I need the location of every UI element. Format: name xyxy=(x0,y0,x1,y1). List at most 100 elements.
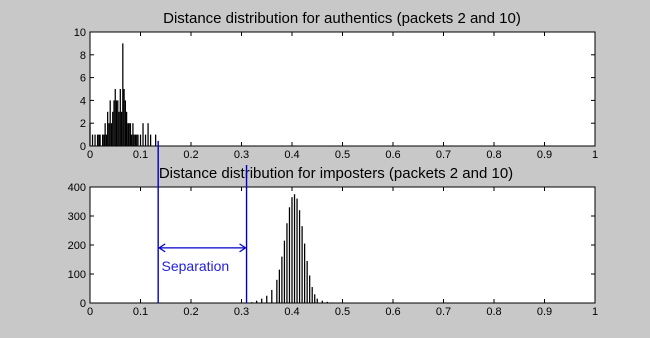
authentics-x-tick-label: 1 xyxy=(592,149,598,161)
authentics-bars xyxy=(89,43,157,146)
authentics-bar xyxy=(114,89,116,146)
authentics-bar xyxy=(125,111,128,146)
authentics-bar xyxy=(133,134,135,146)
authentics-bar xyxy=(115,100,118,146)
imposters-bar xyxy=(288,207,291,303)
imposters-bar xyxy=(256,300,258,303)
authentics-y-tick-label: 2 xyxy=(80,118,86,130)
authentics-bar xyxy=(96,134,99,146)
authentics-bar xyxy=(101,134,104,146)
imposters-bar xyxy=(326,301,328,303)
authentics-bar xyxy=(129,123,132,146)
imposters-x-tick-label: 0.6 xyxy=(385,306,400,318)
authentics-x-tick-label: 0 xyxy=(87,149,93,161)
imposters-bar xyxy=(309,275,311,303)
authentics-y-tick-label: 8 xyxy=(80,50,86,62)
imposters-bar xyxy=(271,289,273,303)
imposters-bar xyxy=(331,302,334,303)
imposters-x-tick-label: 0.9 xyxy=(537,306,552,318)
authentics-bar xyxy=(147,123,149,146)
authentics-x-tick-label: 0.3 xyxy=(234,149,249,161)
imposters-x-tick-label: 0.8 xyxy=(486,306,501,318)
imposters-bar xyxy=(316,298,318,303)
authentics-bar xyxy=(94,134,96,146)
authentics-bar xyxy=(131,134,133,146)
authentics-y-tick-label: 6 xyxy=(80,73,86,85)
separation-annotation: Separation xyxy=(157,140,248,303)
imposters-bar xyxy=(311,287,313,303)
authentics-bar xyxy=(124,100,126,146)
imposters-x-tick-label: 0.7 xyxy=(436,306,451,318)
authentics-y-tick-label: 10 xyxy=(74,27,86,39)
imposters-bar xyxy=(306,260,308,303)
authentics-bar xyxy=(117,100,119,146)
authentics-bar xyxy=(134,134,137,146)
authentics-bar xyxy=(144,134,147,146)
imposters-x-tick-label: 0.5 xyxy=(335,306,350,318)
separation-arrowhead-left xyxy=(158,243,166,253)
authentics-x-tick-label: 0.2 xyxy=(183,149,198,161)
authentics-axes-background xyxy=(89,31,596,147)
authentics-x-tick-label: 0.9 xyxy=(537,149,552,161)
imposters-x-tick-label: 0 xyxy=(87,306,93,318)
authentics-bar xyxy=(136,134,138,146)
imposters-x-tick-label: 0.2 xyxy=(183,306,198,318)
authentics-panel: Distance distribution for authentics (pa… xyxy=(74,10,598,161)
imposters-axes-background xyxy=(89,186,596,304)
imposters-bar xyxy=(261,298,263,303)
authentics-bar xyxy=(142,123,144,146)
authentics-x-ticks: 0 0.1 0.2 0.3 0.4 0.5 0.6 0.7 0.8 0.9 1 xyxy=(87,32,598,161)
imposters-bar xyxy=(266,295,268,303)
imposters-x-tick-label: 0.1 xyxy=(133,306,148,318)
authentics-bar xyxy=(105,134,108,146)
imposters-bar xyxy=(296,198,298,303)
imposters-bar xyxy=(314,294,316,303)
imposters-bar xyxy=(293,194,296,303)
authentics-y-tick-label: 0 xyxy=(80,141,86,153)
imposters-x-ticks: 0 0.1 0.2 0.3 0.4 0.5 0.6 0.7 0.8 0.9 1 xyxy=(87,187,598,318)
authentics-bar xyxy=(109,100,111,146)
authentics-bar xyxy=(91,134,94,146)
imposters-y-tick-label: 0 xyxy=(80,298,86,310)
authentics-x-tick-label: 0.8 xyxy=(486,149,501,161)
authentics-bar xyxy=(103,134,105,146)
authentics-bar xyxy=(110,123,113,146)
imposters-bar xyxy=(303,243,306,303)
authentics-x-tick-label: 0.1 xyxy=(133,149,148,161)
imposters-bar xyxy=(321,300,323,303)
imposters-x-tick-label: 0.3 xyxy=(234,306,249,318)
authentics-bar xyxy=(107,111,109,146)
authentics-bar xyxy=(155,134,157,146)
authentics-bar xyxy=(120,111,123,146)
imposters-x-tick-label: 0.4 xyxy=(284,306,299,318)
imposters-bar xyxy=(281,256,283,303)
separation-label: Separation xyxy=(162,258,230,274)
authentics-bar xyxy=(108,123,110,146)
imposters-y-tick-label: 300 xyxy=(68,211,86,223)
imposters-bar xyxy=(283,240,286,303)
authentics-bar xyxy=(122,43,124,146)
imposters-bar xyxy=(301,226,303,303)
authentics-bar xyxy=(132,123,134,146)
authentics-bar xyxy=(104,123,106,146)
imposters-y-ticks: 0 100 200 300 400 xyxy=(68,182,595,310)
imposters-y-tick-label: 100 xyxy=(68,269,86,281)
imposters-bar xyxy=(286,223,288,303)
imposters-bar xyxy=(291,197,293,303)
authentics-y-ticks: 0 2 4 6 8 10 xyxy=(74,27,595,153)
authentics-y-tick-label: 4 xyxy=(80,95,86,107)
authentics-title: Distance distribution for authentics (pa… xyxy=(163,10,521,27)
imposters-bar xyxy=(298,210,301,303)
authentics-bar xyxy=(128,123,130,146)
authentics-bar xyxy=(113,100,115,146)
imposters-y-tick-label: 200 xyxy=(68,240,86,252)
authentics-bar xyxy=(123,89,125,146)
imposters-bar xyxy=(250,302,253,303)
authentics-bar xyxy=(139,134,142,146)
separation-arrowhead-right xyxy=(239,243,247,253)
imposters-bar xyxy=(276,279,278,303)
authentics-bar xyxy=(127,123,129,146)
authentics-x-tick-label: 0.4 xyxy=(284,149,299,161)
